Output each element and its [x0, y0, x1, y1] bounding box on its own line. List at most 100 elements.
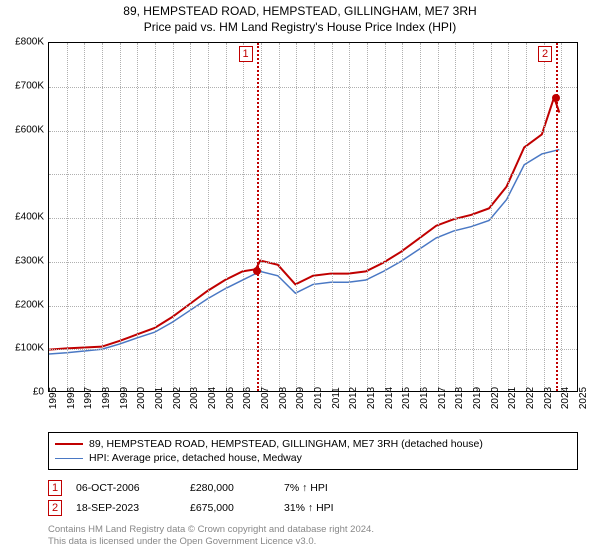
grid-h	[49, 349, 577, 350]
sale-marker-badge: 1	[239, 46, 253, 62]
x-tick-label: 2002	[172, 387, 183, 409]
x-tick-label: 2020	[490, 387, 501, 409]
x-tick-label: 2010	[313, 387, 324, 409]
x-tick-label: 2017	[437, 387, 448, 409]
sale-pct-vs-hpi: 7% ↑ HPI	[284, 482, 374, 494]
y-tick-label: £800K	[15, 37, 44, 48]
sale-marker-badge: 2	[538, 46, 552, 62]
legend-label-series1: 89, HEMPSTEAD ROAD, HEMPSTEAD, GILLINGHA…	[89, 438, 483, 450]
sales-table: 1 06-OCT-2006 £280,000 7% ↑ HPI 2 18-SEP-2023…	[48, 478, 578, 518]
grid-v	[296, 43, 297, 391]
grid-h	[49, 87, 577, 88]
grid-h	[49, 174, 577, 175]
grid-v	[420, 43, 421, 391]
grid-v	[67, 43, 68, 391]
legend-row-series2: HPI: Average price, detached house, Medw…	[55, 451, 571, 465]
grid-v	[385, 43, 386, 391]
sales-table-row: 1 06-OCT-2006 £280,000 7% ↑ HPI	[48, 478, 578, 498]
grid-v	[226, 43, 227, 391]
x-tick-label: 1996	[66, 387, 77, 409]
chart-legend: 89, HEMPSTEAD ROAD, HEMPSTEAD, GILLINGHA…	[48, 432, 578, 470]
grid-v	[279, 43, 280, 391]
sale-price: £280,000	[190, 482, 270, 494]
x-tick-label: 2018	[454, 387, 465, 409]
title-address: 89, HEMPSTEAD ROAD, HEMPSTEAD, GILLINGHA…	[0, 4, 600, 18]
grid-v	[561, 43, 562, 391]
sale-marker-dot	[253, 267, 261, 275]
grid-v	[508, 43, 509, 391]
y-axis-labels: £0£100K£200K£300K£400K£600K£700K£800K	[0, 42, 46, 392]
footer-line2: This data is licensed under the Open Gov…	[48, 536, 578, 548]
y-tick-label: £0	[33, 387, 44, 398]
y-tick-label: £100K	[15, 343, 44, 354]
x-tick-label: 2024	[560, 387, 571, 409]
x-tick-label: 2012	[348, 387, 359, 409]
y-tick-label: £200K	[15, 299, 44, 310]
grid-v	[208, 43, 209, 391]
sales-table-row: 2 18-SEP-2023 £675,000 31% ↑ HPI	[48, 498, 578, 518]
x-tick-label: 2023	[543, 387, 554, 409]
y-tick-label: £700K	[15, 80, 44, 91]
y-tick-label: £600K	[15, 124, 44, 135]
grid-h	[49, 218, 577, 219]
grid-h	[49, 306, 577, 307]
series-line-hpi	[49, 150, 559, 354]
footer-line1: Contains HM Land Registry data © Crown c…	[48, 524, 578, 536]
grid-v	[438, 43, 439, 391]
x-tick-label: 2011	[331, 387, 342, 409]
sale-price: £675,000	[190, 502, 270, 514]
grid-v	[332, 43, 333, 391]
grid-v	[473, 43, 474, 391]
sale-idx-badge: 1	[48, 480, 62, 496]
sale-marker-line	[257, 43, 259, 391]
y-tick-label: £300K	[15, 255, 44, 266]
sale-date: 18-SEP-2023	[76, 502, 176, 514]
legend-swatch-red	[55, 443, 83, 445]
grid-v	[314, 43, 315, 391]
grid-v	[402, 43, 403, 391]
sale-date: 06-OCT-2006	[76, 482, 176, 494]
x-tick-label: 2019	[472, 387, 483, 409]
x-tick-label: 1998	[101, 387, 112, 409]
grid-v	[349, 43, 350, 391]
x-tick-label: 2008	[278, 387, 289, 409]
grid-v	[190, 43, 191, 391]
grid-v	[173, 43, 174, 391]
title-block: 89, HEMPSTEAD ROAD, HEMPSTEAD, GILLINGHA…	[0, 0, 600, 36]
x-tick-label: 1995	[48, 387, 59, 409]
grid-v	[102, 43, 103, 391]
chart-plot-area: 12	[48, 42, 578, 392]
legend-swatch-blue	[55, 458, 83, 459]
grid-h	[49, 131, 577, 132]
grid-v	[261, 43, 262, 391]
x-tick-label: 2014	[384, 387, 395, 409]
grid-v	[544, 43, 545, 391]
x-tick-label: 2015	[401, 387, 412, 409]
grid-v	[491, 43, 492, 391]
x-tick-label: 2009	[295, 387, 306, 409]
grid-h	[49, 262, 577, 263]
legend-row-series1: 89, HEMPSTEAD ROAD, HEMPSTEAD, GILLINGHA…	[55, 437, 571, 451]
sale-idx-badge: 2	[48, 500, 62, 516]
x-tick-label: 2005	[225, 387, 236, 409]
grid-v	[137, 43, 138, 391]
footer-attribution: Contains HM Land Registry data © Crown c…	[48, 524, 578, 548]
x-tick-label: 2013	[366, 387, 377, 409]
grid-v	[243, 43, 244, 391]
x-tick-label: 2016	[419, 387, 430, 409]
sale-marker-dot	[552, 94, 560, 102]
x-tick-label: 1997	[83, 387, 94, 409]
grid-v	[84, 43, 85, 391]
grid-v	[526, 43, 527, 391]
x-tick-label: 2000	[136, 387, 147, 409]
series-line-price_paid	[49, 97, 559, 349]
x-tick-label: 2006	[242, 387, 253, 409]
grid-v	[367, 43, 368, 391]
sale-pct-vs-hpi: 31% ↑ HPI	[284, 502, 374, 514]
grid-v	[155, 43, 156, 391]
title-subtitle: Price paid vs. HM Land Registry's House …	[0, 20, 600, 34]
y-tick-label: £400K	[15, 212, 44, 223]
x-tick-label: 2004	[207, 387, 218, 409]
x-tick-label: 2021	[507, 387, 518, 409]
x-tick-label: 1999	[119, 387, 130, 409]
